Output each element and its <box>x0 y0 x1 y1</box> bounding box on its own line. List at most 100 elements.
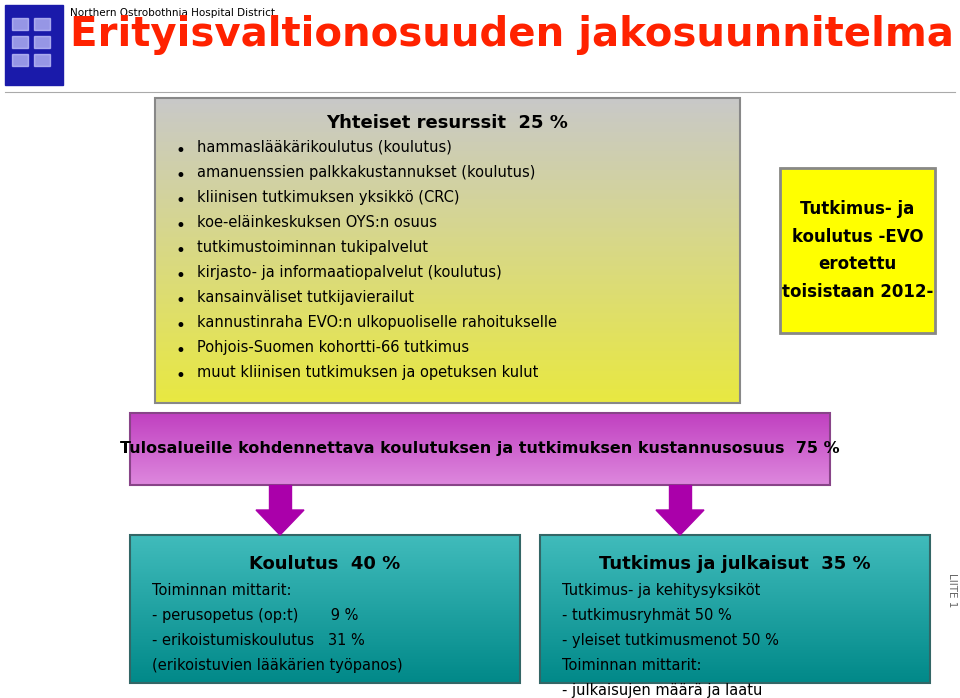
Text: •: • <box>175 242 185 260</box>
Bar <box>130 541 520 542</box>
Bar <box>540 578 930 579</box>
Bar <box>130 461 830 463</box>
Bar <box>130 653 520 655</box>
Bar <box>540 619 930 621</box>
Bar <box>130 641 520 643</box>
Bar <box>130 598 520 600</box>
Bar <box>540 550 930 551</box>
Bar <box>130 465 830 466</box>
Bar <box>540 623 930 625</box>
Bar <box>155 200 740 202</box>
Bar <box>540 601 930 602</box>
Bar <box>130 436 830 437</box>
Bar <box>155 380 740 383</box>
Bar <box>130 431 830 432</box>
Bar <box>130 564 520 565</box>
Bar <box>130 614 520 616</box>
Bar <box>12 54 28 66</box>
Bar <box>155 144 740 147</box>
Bar <box>130 626 520 628</box>
Bar <box>155 315 740 317</box>
Bar <box>155 289 740 291</box>
Bar <box>130 583 520 585</box>
Bar <box>155 310 740 313</box>
Bar <box>540 663 930 664</box>
Bar <box>130 482 830 483</box>
Bar <box>130 551 520 553</box>
Bar <box>155 281 740 283</box>
Bar <box>540 542 930 544</box>
Bar <box>130 429 830 430</box>
Bar <box>540 603 930 605</box>
Bar <box>540 602 930 604</box>
Bar <box>155 357 740 359</box>
Bar <box>130 545 520 547</box>
Bar <box>155 292 740 294</box>
Bar <box>130 641 520 644</box>
Text: Erityisvaltionosuuden jakosuunnitelma 2012: Erityisvaltionosuuden jakosuunnitelma 20… <box>70 15 960 55</box>
Bar <box>130 452 830 454</box>
Bar <box>130 474 830 475</box>
Bar <box>540 576 930 577</box>
Bar <box>130 472 830 473</box>
Bar <box>130 438 830 439</box>
Bar <box>130 450 830 452</box>
Bar <box>540 630 930 632</box>
Bar <box>155 272 740 274</box>
Bar <box>130 677 520 679</box>
Bar <box>130 563 520 564</box>
Bar <box>540 678 930 680</box>
Bar <box>130 419 830 420</box>
Bar <box>540 677 930 679</box>
Bar <box>155 136 740 139</box>
Bar <box>540 612 930 614</box>
Bar <box>540 669 930 671</box>
Bar <box>155 226 740 229</box>
Bar <box>540 589 930 591</box>
Bar <box>155 318 740 320</box>
Bar <box>155 275 740 277</box>
Bar <box>130 664 520 666</box>
Bar <box>130 413 830 415</box>
Bar <box>130 469 830 470</box>
Bar <box>155 156 740 158</box>
Bar <box>155 209 740 212</box>
Bar <box>130 448 830 450</box>
Bar <box>155 154 740 157</box>
Bar <box>155 232 740 235</box>
Bar <box>130 442 830 443</box>
Bar <box>130 635 520 637</box>
Bar <box>540 611 930 612</box>
Bar <box>130 456 830 458</box>
Bar <box>130 456 830 458</box>
Bar <box>130 663 520 664</box>
Bar <box>130 589 520 591</box>
Bar <box>130 414 830 415</box>
Bar <box>130 432 830 433</box>
Bar <box>130 654 520 656</box>
Bar <box>540 573 930 574</box>
Bar <box>130 466 830 467</box>
Bar <box>130 424 830 426</box>
Bar <box>155 174 740 177</box>
Bar <box>130 671 520 673</box>
Bar <box>540 655 930 658</box>
Bar <box>540 673 930 674</box>
Bar <box>130 435 830 436</box>
Bar <box>155 185 740 188</box>
Bar <box>540 540 930 541</box>
Bar <box>130 466 830 467</box>
Bar <box>130 436 830 438</box>
Bar <box>130 550 520 551</box>
Bar <box>155 388 740 390</box>
Bar <box>155 262 740 265</box>
Bar <box>540 600 930 601</box>
Bar <box>130 441 830 443</box>
Bar <box>155 128 740 131</box>
Bar <box>130 595 520 597</box>
Bar <box>540 636 930 637</box>
Bar <box>155 149 740 151</box>
Text: kannustinraha EVO:n ulkopuoliselle rahoitukselle: kannustinraha EVO:n ulkopuoliselle rahoi… <box>197 315 557 330</box>
Bar <box>155 339 740 341</box>
Bar <box>155 229 740 232</box>
